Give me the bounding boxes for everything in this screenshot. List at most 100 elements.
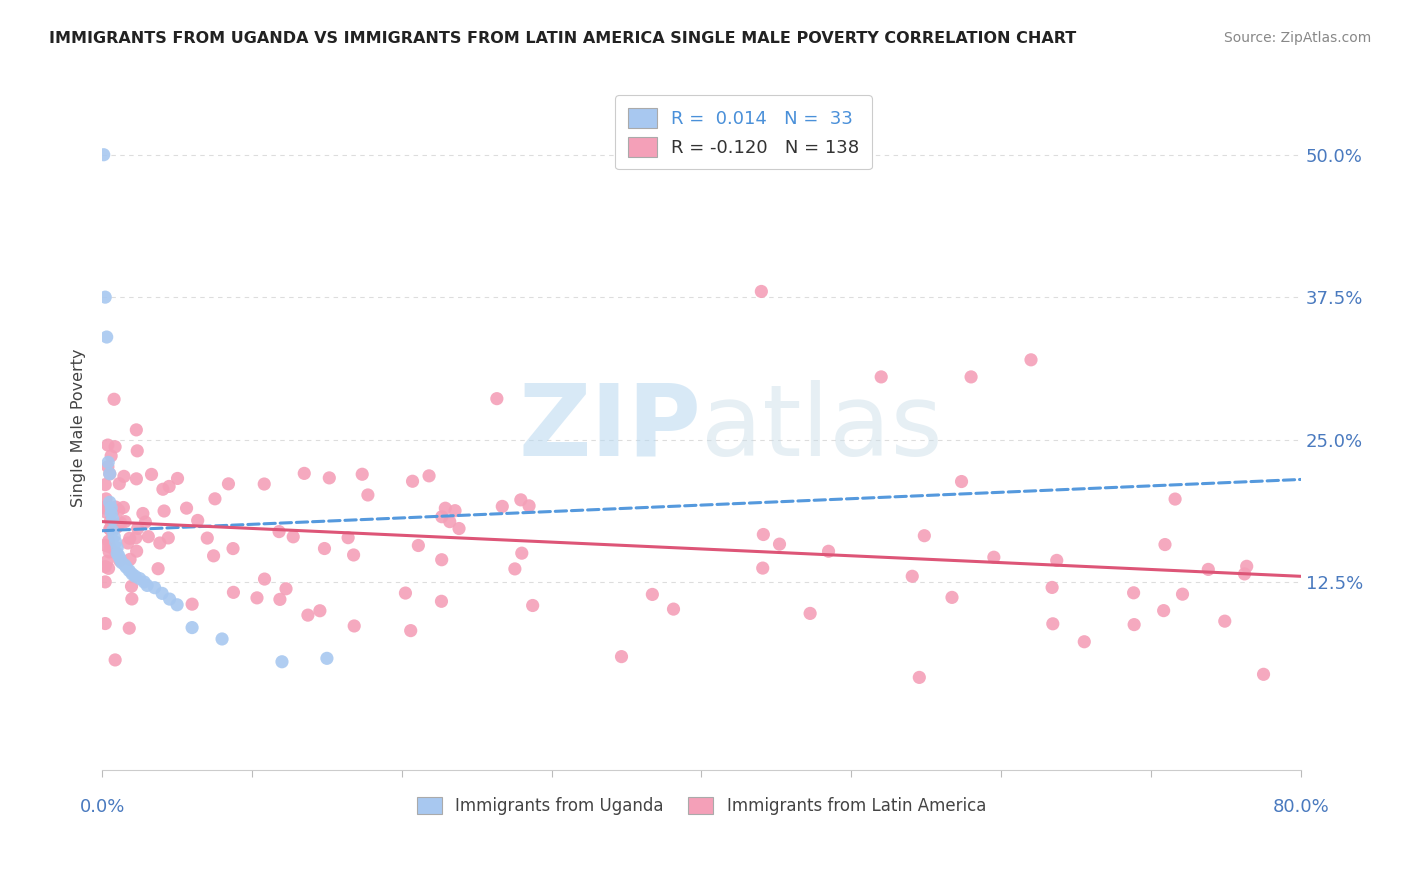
Point — [115, 560, 138, 574]
Point — [399, 624, 422, 638]
Point — [100, 514, 122, 528]
Point — [127, 443, 149, 458]
Point — [1046, 553, 1069, 567]
Point — [104, 535, 127, 549]
Point — [94, 491, 117, 506]
Point — [292, 467, 315, 481]
Point — [157, 479, 180, 493]
Point — [96, 554, 118, 568]
Point — [1213, 614, 1236, 628]
Point — [120, 552, 142, 566]
Point — [274, 582, 297, 596]
Point — [447, 522, 470, 536]
Point — [960, 370, 983, 384]
Point — [217, 476, 239, 491]
Point — [97, 534, 120, 549]
Point — [111, 556, 134, 570]
Point — [134, 574, 156, 589]
Point — [100, 507, 122, 521]
Point — [269, 592, 291, 607]
Point — [94, 505, 117, 519]
Point — [141, 467, 163, 482]
Point — [316, 651, 339, 665]
Point — [352, 467, 374, 482]
Point — [1040, 581, 1063, 595]
Point — [271, 655, 294, 669]
Legend: Immigrants from Uganda, Immigrants from Latin America: Immigrants from Uganda, Immigrants from … — [408, 789, 994, 823]
Point — [950, 475, 973, 489]
Point — [146, 562, 169, 576]
Point — [908, 670, 931, 684]
Point — [100, 500, 122, 515]
Point — [98, 545, 121, 559]
Point — [817, 544, 839, 558]
Point — [1122, 586, 1144, 600]
Point — [187, 513, 209, 527]
Point — [134, 515, 156, 529]
Point — [104, 653, 127, 667]
Text: 0.0%: 0.0% — [80, 798, 125, 816]
Point — [150, 586, 173, 600]
Point — [641, 587, 664, 601]
Point — [105, 547, 128, 561]
Point — [108, 476, 131, 491]
Point — [94, 538, 117, 552]
Point — [121, 591, 143, 606]
Point — [1042, 616, 1064, 631]
Point — [768, 537, 790, 551]
Point — [485, 392, 508, 406]
Point — [114, 515, 136, 529]
Point — [104, 546, 127, 560]
Point — [118, 531, 141, 545]
Point — [153, 504, 176, 518]
Point — [152, 482, 174, 496]
Point — [149, 536, 172, 550]
Point — [430, 509, 453, 524]
Point — [104, 500, 127, 515]
Point — [97, 455, 120, 469]
Point — [430, 594, 453, 608]
Point — [117, 536, 139, 550]
Y-axis label: Single Male Poverty: Single Male Poverty — [72, 349, 86, 508]
Point — [752, 527, 775, 541]
Point — [125, 472, 148, 486]
Point — [108, 553, 131, 567]
Point — [522, 599, 544, 613]
Point — [1154, 537, 1177, 551]
Point — [105, 520, 128, 534]
Point — [610, 649, 633, 664]
Point — [98, 495, 121, 509]
Point — [1253, 667, 1275, 681]
Point — [112, 469, 135, 483]
Point — [107, 503, 129, 517]
Point — [434, 501, 457, 516]
Text: Source: ZipAtlas.com: Source: ZipAtlas.com — [1223, 31, 1371, 45]
Point — [159, 592, 181, 607]
Point — [1197, 562, 1219, 576]
Point — [408, 539, 430, 553]
Point — [246, 591, 269, 605]
Point — [1153, 604, 1175, 618]
Point — [444, 504, 467, 518]
Point — [101, 512, 124, 526]
Point — [357, 488, 380, 502]
Point — [510, 546, 533, 560]
Point — [253, 572, 276, 586]
Point — [1123, 617, 1146, 632]
Point — [418, 468, 440, 483]
Point — [103, 529, 125, 543]
Point — [94, 290, 117, 304]
Point — [1019, 352, 1042, 367]
Point — [491, 500, 513, 514]
Point — [98, 540, 121, 554]
Point — [132, 507, 155, 521]
Point — [394, 586, 416, 600]
Point — [100, 522, 122, 536]
Point — [253, 477, 276, 491]
Point — [110, 516, 132, 530]
Point — [103, 503, 125, 517]
Point — [118, 621, 141, 635]
Point — [127, 521, 149, 535]
Point — [912, 529, 935, 543]
Point — [1233, 566, 1256, 581]
